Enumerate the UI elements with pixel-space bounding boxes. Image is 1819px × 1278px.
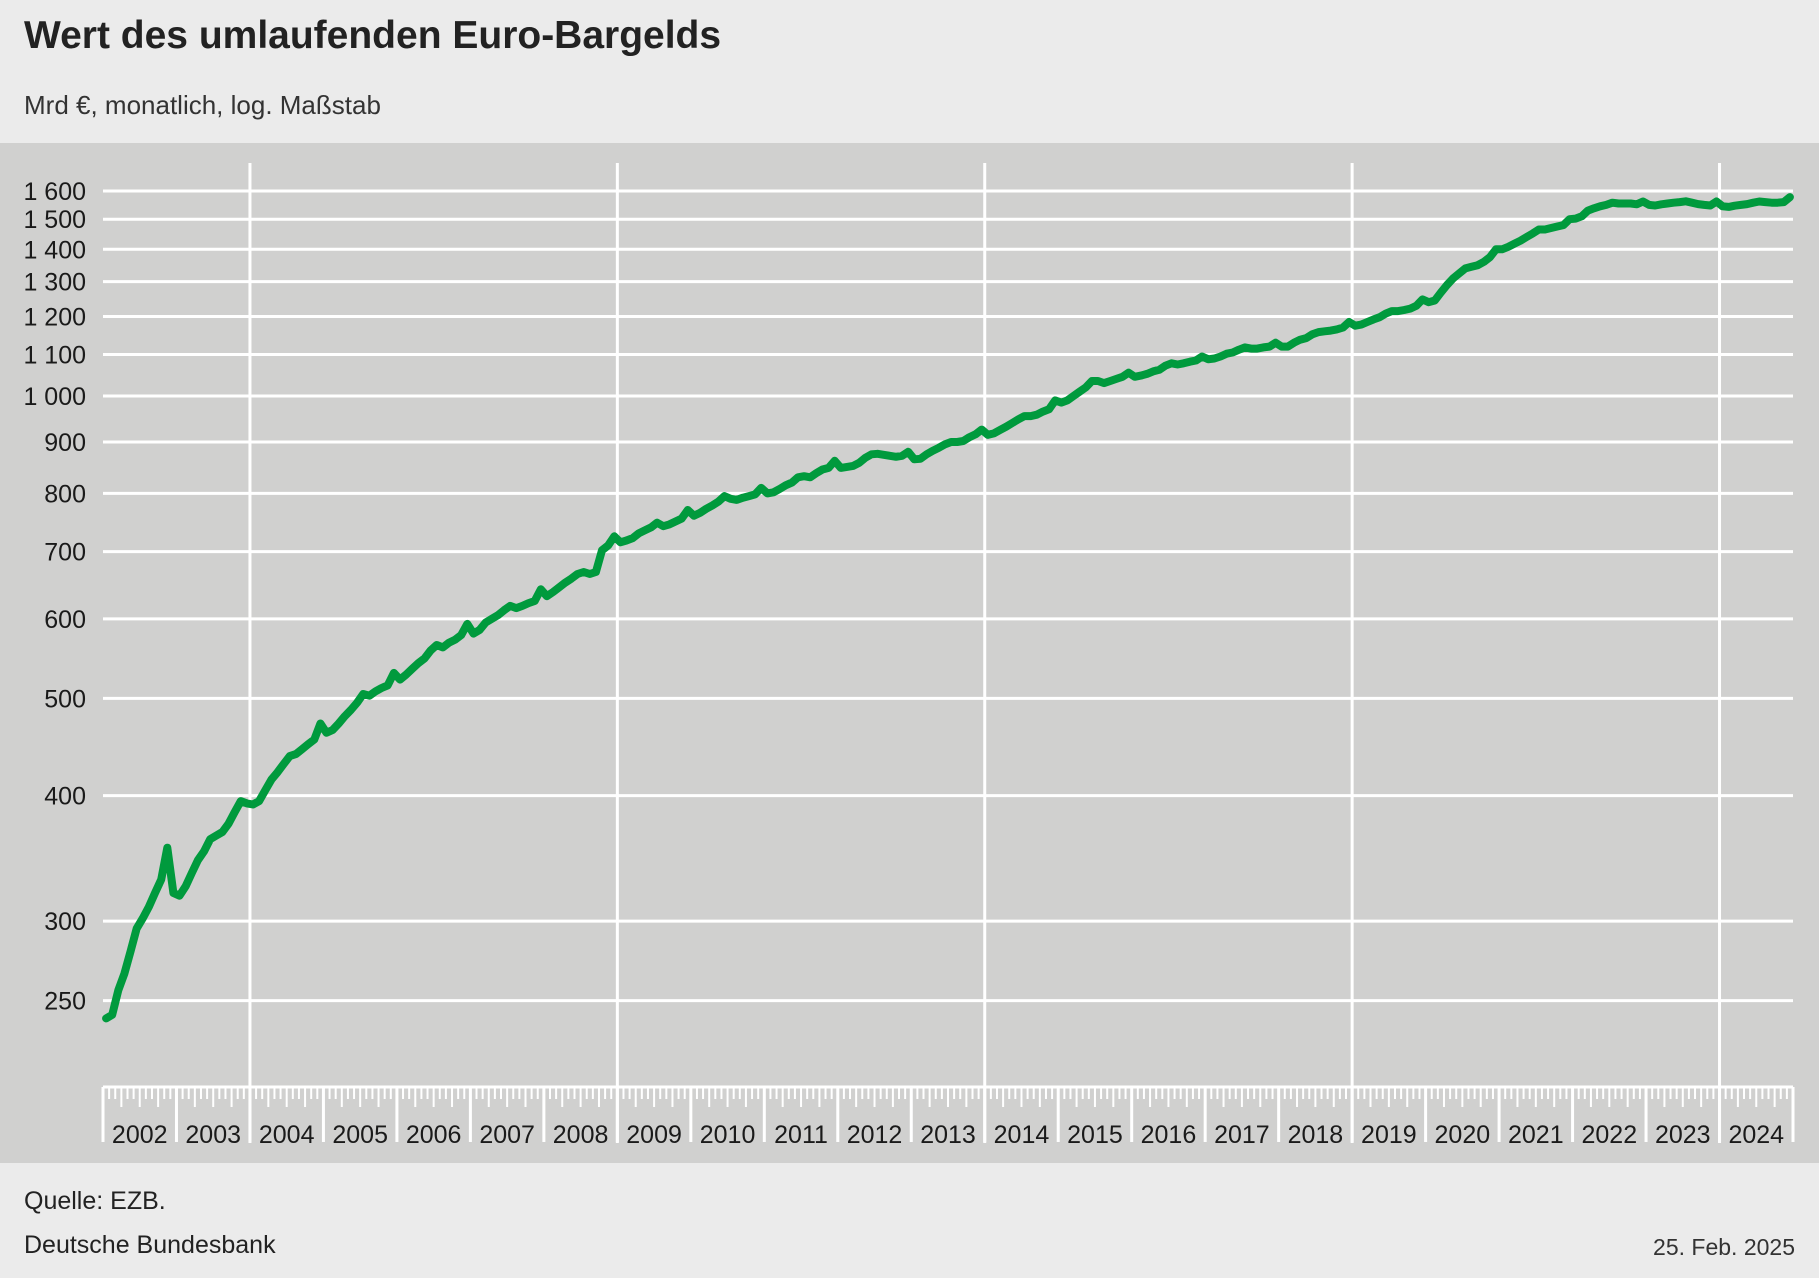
x-tick-label-2012: 2012 <box>847 1121 903 1149</box>
x-tick-label-2019: 2019 <box>1361 1121 1417 1149</box>
chart-subtitle: Mrd €, monatlich, log. Maßstab <box>24 90 381 120</box>
x-tick-label-2005: 2005 <box>332 1121 388 1149</box>
x-tick-label-2022: 2022 <box>1581 1121 1637 1149</box>
x-tick-label-2004: 2004 <box>259 1121 315 1149</box>
chart-header: Wert des umlaufenden Euro-Bargelds Mrd €… <box>0 0 1819 135</box>
y-tick-label-1600: 1 600 <box>23 178 86 206</box>
x-tick-label-2002: 2002 <box>112 1121 168 1149</box>
publication-date: 25. Feb. 2025 <box>1653 1234 1795 1260</box>
x-tick-label-2009: 2009 <box>626 1121 682 1149</box>
y-tick-label-1200: 1 200 <box>23 304 86 332</box>
x-tick-label-2020: 2020 <box>1435 1121 1491 1149</box>
x-tick-label-2024: 2024 <box>1728 1121 1784 1149</box>
y-tick-label-1300: 1 300 <box>23 269 86 297</box>
y-tick-label-900: 900 <box>44 429 86 457</box>
x-tick-label-2023: 2023 <box>1655 1121 1711 1149</box>
x-tick-label-2018: 2018 <box>1288 1121 1344 1149</box>
y-tick-label-1500: 1 500 <box>23 206 86 234</box>
x-tick-label-2008: 2008 <box>553 1121 609 1149</box>
publisher-label: Deutsche Bundesbank <box>24 1231 276 1259</box>
x-tick-label-2015: 2015 <box>1067 1121 1123 1149</box>
horizontal-gridlines <box>103 189 1793 1003</box>
chart-canvas: 250 300 400 500 600 700 800 900 1 000 1 100 1 200 1… <box>23 163 1795 1149</box>
x-tick-label-2017: 2017 <box>1214 1121 1270 1149</box>
chart-footer <box>0 1170 1819 1278</box>
y-tick-label-1400: 1 400 <box>23 236 86 264</box>
x-tick-label-2006: 2006 <box>406 1121 462 1149</box>
series-line-bargeld <box>102 193 1794 1023</box>
y-tick-label-400: 400 <box>44 783 86 811</box>
x-tick-label-2011: 2011 <box>774 1121 828 1149</box>
y-tick-label-600: 600 <box>44 606 86 634</box>
x-tick-label-2013: 2013 <box>920 1121 976 1149</box>
x-tick-label-2007: 2007 <box>479 1121 535 1149</box>
y-tick-label-500: 500 <box>44 685 86 713</box>
x-axis-labels: 2002 2003 2004 2005 2006 2007 2008 2009 2010 2011… <box>112 1121 1784 1149</box>
y-tick-label-1100: 1 100 <box>23 341 86 369</box>
y-tick-label-700: 700 <box>44 539 86 567</box>
y-axis-labels: 250 300 400 500 600 700 800 900 1 000 1 100 1 200 1… <box>23 178 86 1016</box>
x-tick-label-2016: 2016 <box>1141 1121 1197 1149</box>
x-tick-label-2014: 2014 <box>994 1121 1050 1149</box>
y-tick-label-800: 800 <box>44 480 86 508</box>
x-tick-label-2021: 2021 <box>1508 1121 1564 1149</box>
y-tick-label-300: 300 <box>44 908 86 936</box>
x-tick-label-2010: 2010 <box>700 1121 756 1149</box>
y-tick-label-250: 250 <box>44 988 86 1016</box>
plot-area <box>0 143 1819 1163</box>
vertical-gridlines <box>248 163 1722 1143</box>
x-axis <box>101 1085 1795 1142</box>
y-tick-label-1000: 1 000 <box>23 383 86 411</box>
source-note: Quelle: EZB. <box>24 1187 166 1215</box>
x-tick-label-2003: 2003 <box>185 1121 241 1149</box>
chart-title: Wert des umlaufenden Euro-Bargelds <box>24 14 722 57</box>
